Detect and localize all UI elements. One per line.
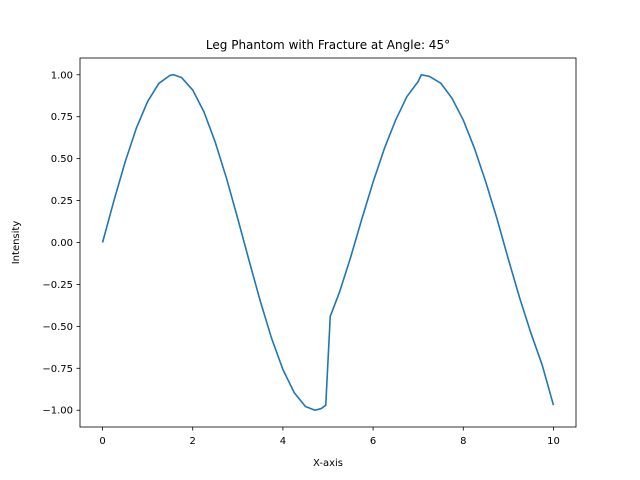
- x-tick-label: 4: [280, 436, 286, 447]
- y-tick-label: −0.25: [42, 280, 73, 291]
- series-line-0: [101, 73, 555, 412]
- y-tick-label: −0.50: [42, 322, 73, 333]
- y-tick-label: 1.00: [51, 70, 73, 81]
- x-tick-label: 0: [99, 436, 105, 447]
- plot-area: [101, 73, 555, 412]
- axes-frame: [79, 57, 577, 428]
- y-axis: −1.00 −0.75 −0.50 −0.25 0.00 0.25 0.50 0.75 1.00: [42, 70, 80, 417]
- x-tick-label: 6: [370, 436, 376, 447]
- y-tick-label: 0.25: [51, 196, 73, 207]
- y-tick-label: 0.75: [51, 112, 73, 123]
- y-tick-label: −1.00: [42, 406, 73, 417]
- y-tick-label: 0.50: [51, 154, 73, 165]
- chart-title: Leg Phantom with Fracture at Angle: 45°: [206, 38, 450, 52]
- y-tick-label: −0.75: [42, 364, 73, 375]
- x-axis-label: X-axis: [313, 458, 343, 469]
- x-axis: 0 2 4 6 8 10: [99, 427, 560, 447]
- x-tick-label: 10: [547, 436, 560, 447]
- y-tick-label: 0.00: [51, 238, 73, 249]
- y-axis-label: Intensity: [11, 221, 22, 265]
- x-tick-label: 8: [460, 436, 466, 447]
- x-tick-label: 2: [190, 436, 196, 447]
